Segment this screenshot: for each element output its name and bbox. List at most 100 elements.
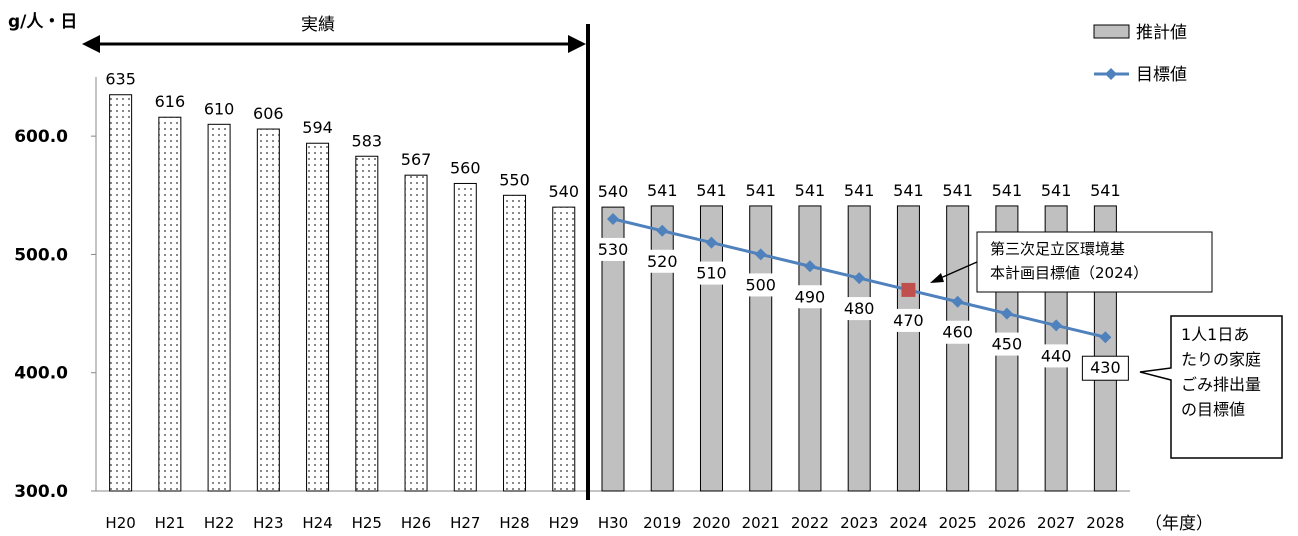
- bar-value-label: 541: [893, 181, 924, 200]
- bar-estimate: [798, 205, 822, 492]
- bar-value-label: 541: [1090, 181, 1121, 200]
- target-value-label: 490: [795, 287, 826, 306]
- x-axis-labels: H20 H21 H22 H23 H24 H25 H26 H27 H28 H29 H30 2019 202…: [105, 514, 1124, 532]
- target-label-bg: [740, 273, 781, 297]
- x-tick-label: 2021: [742, 514, 780, 532]
- bar-actual: [552, 206, 576, 492]
- target-marker: [853, 272, 866, 285]
- bar-value-label: 540: [598, 182, 629, 201]
- target-value-label: 480: [844, 299, 875, 318]
- bar-value-label: 541: [942, 181, 973, 200]
- target-value-label: 460: [942, 323, 973, 342]
- bar-value-label: 616: [155, 92, 186, 111]
- x-axis-title: （年度）: [1145, 514, 1213, 534]
- target-label-bg: [1036, 344, 1077, 368]
- daily-target-callout: 1人1日あ たりの家庭 ごみ排出量 の目標値: [1139, 315, 1283, 459]
- bar-value-label: 594: [302, 118, 333, 137]
- target-marker: [656, 224, 669, 237]
- bar-value-label: 541: [745, 181, 776, 200]
- bar-value-label: 560: [450, 158, 481, 177]
- target-marker: [1000, 307, 1013, 320]
- bar-actual: [109, 94, 133, 492]
- bar-value-label: 541: [795, 181, 826, 200]
- target-marker: [1050, 319, 1063, 332]
- x-tick-label: H27: [450, 514, 480, 532]
- bar-estimate: [699, 205, 723, 492]
- target-value-label: 530: [598, 240, 629, 259]
- target-value-label: 450: [992, 335, 1023, 354]
- target-label-bg: [642, 249, 683, 273]
- bar-value-label: 567: [401, 150, 432, 169]
- plan-target-text-1: 第三次足立区環境基: [990, 240, 1125, 258]
- legend: 推計値 目標値: [1093, 23, 1187, 85]
- target-value-label: 500: [745, 275, 776, 294]
- y-tick-label: 600.0: [14, 127, 68, 147]
- bar-value-label: 540: [548, 182, 579, 201]
- legend-line-label: 目標値: [1136, 65, 1187, 85]
- bar-actual: [453, 182, 477, 492]
- bar-actual: [158, 116, 182, 492]
- y-tick-label: 400.0: [14, 364, 68, 384]
- target-line-series: [607, 212, 1112, 344]
- actual-period-arrow: [82, 35, 586, 53]
- target-marker: [705, 236, 718, 249]
- bar-labels: 635 616 610 606 594 583 567 560 550 540 540 541 541 5…: [105, 70, 1120, 201]
- bar-value-label: 610: [204, 99, 235, 118]
- bar-estimate: [946, 205, 970, 492]
- bar-estimate: [650, 205, 674, 492]
- x-tick-label: 2026: [988, 514, 1026, 532]
- target-marker: [1099, 331, 1112, 344]
- plan-target-text-2: 本計画目標値（2024）: [990, 264, 1148, 282]
- target-label-bg: [888, 308, 929, 332]
- bar-actual: [256, 128, 280, 492]
- bar-estimate: [847, 205, 871, 492]
- daily-target-text-4: の目標値: [1181, 400, 1245, 419]
- bar-estimate: [896, 205, 920, 492]
- bar-actual: [404, 174, 428, 492]
- legend-line-marker: [1105, 68, 1117, 80]
- legend-bar-swatch: [1093, 24, 1130, 39]
- bar-value-label: 606: [253, 104, 284, 123]
- x-tick-label: H23: [253, 514, 283, 532]
- bar-actual: [355, 155, 379, 492]
- bar-value-label: 541: [647, 181, 678, 200]
- target-value-label: 430: [1090, 358, 1121, 377]
- x-tick-label: H29: [549, 514, 579, 532]
- bar-actual: [306, 142, 330, 492]
- x-tick-label: 2027: [1037, 514, 1075, 532]
- x-tick-label: H22: [204, 514, 234, 532]
- x-tick-label: 2028: [1086, 514, 1124, 532]
- x-tick-label: 2020: [692, 514, 730, 532]
- target-value-label: 470: [893, 311, 924, 330]
- y-tick-label: 500.0: [14, 245, 68, 265]
- target-marker: [754, 248, 767, 261]
- target-label-bg: [691, 261, 732, 285]
- y-tick-label: 300.0: [14, 482, 68, 502]
- target-value-label: 520: [647, 252, 678, 271]
- bar-value-label: 541: [844, 181, 875, 200]
- y-axis-title: g/人・日: [8, 12, 77, 32]
- x-tick-label: 2024: [889, 514, 927, 532]
- daily-target-text-3: ごみ排出量: [1181, 375, 1261, 394]
- x-tick-label: 2022: [791, 514, 829, 532]
- x-tick-label: H21: [155, 514, 185, 532]
- target-marker: [803, 260, 816, 273]
- target-label-bg: [937, 320, 978, 344]
- x-tick-label: 2019: [643, 514, 681, 532]
- x-tick-label: H20: [105, 514, 135, 532]
- bar-value-label: 635: [105, 70, 136, 89]
- target-label-bg: [839, 297, 880, 321]
- bar-actual: [207, 123, 231, 492]
- x-tick-label: 2025: [939, 514, 977, 532]
- bar-value-label: 541: [992, 181, 1023, 200]
- x-tick-label: H24: [302, 514, 332, 532]
- target-label-bg: [593, 237, 633, 261]
- target-value-label: 510: [696, 264, 727, 283]
- actual-period-label: 実績: [301, 15, 335, 35]
- x-tick-label: H26: [401, 514, 431, 532]
- target-marker-highlight: [901, 282, 916, 297]
- x-tick-label: 2023: [840, 514, 878, 532]
- target-value-label: 440: [1041, 346, 1072, 365]
- legend-bar-label: 推計値: [1136, 23, 1187, 43]
